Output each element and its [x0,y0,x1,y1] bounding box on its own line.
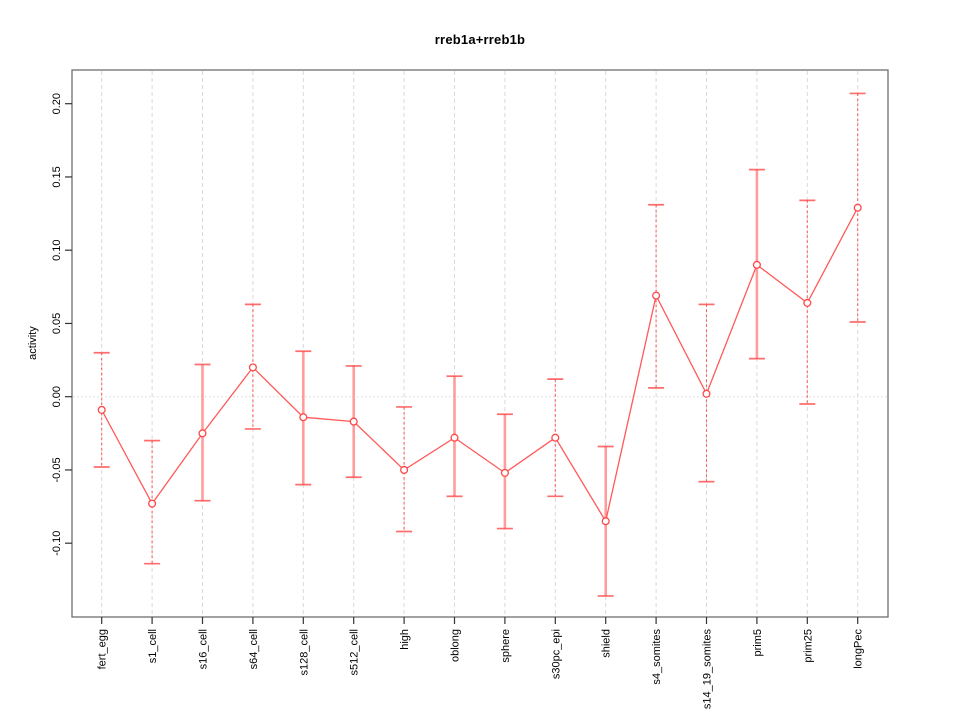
data-point [299,413,308,422]
data-point [500,468,509,477]
y-tick-label: 0.00 [51,386,63,407]
x-tick-label: s4_somites [651,629,663,685]
data-point [702,389,711,398]
data-point [803,298,812,307]
data-point [400,465,409,475]
data-point [551,433,560,442]
x-tick-label: s1_cell [147,629,159,663]
x-tick-label: fert_egg [97,629,109,669]
y-tick-label: 0.20 [51,93,63,114]
x-tick-label: s14_19_somites [702,629,714,710]
x-tick-label: s16_cell [198,629,210,669]
data-point [450,433,459,442]
y-tick-label: -0.05 [51,457,63,482]
data-point [148,499,157,508]
series-line [101,207,859,523]
data-point [349,417,358,426]
data-point [601,517,610,526]
x-tick-label: oblong [450,629,462,662]
data-point [752,260,761,269]
y-tick-label: 0.10 [51,239,63,260]
chart-title: rreb1a+rreb1b [434,32,526,47]
data-point [198,429,207,438]
data-point [97,405,106,414]
x-tick-label: s64_cell [248,629,260,669]
plot-frame [71,69,889,618]
data-point [248,363,257,372]
x-tick-label: prim5 [752,629,764,657]
data-point [652,291,661,300]
x-tick-label: longPec [853,629,865,669]
x-tick-label: prim25 [802,629,814,663]
x-tick-label: high [399,629,411,650]
y-tick-label: -0.10 [51,531,63,556]
y-tick-label: 0.15 [51,166,63,187]
x-tick-label: s128_cell [298,629,310,675]
y-tick-label: 0.05 [51,313,63,334]
x-tick-label: sphere [500,629,512,663]
x-tick-label: shield [601,629,613,658]
x-tick-label: s30pc_epi [550,629,562,679]
x-tick-label: s512_cell [349,629,361,675]
data-point [853,203,862,212]
